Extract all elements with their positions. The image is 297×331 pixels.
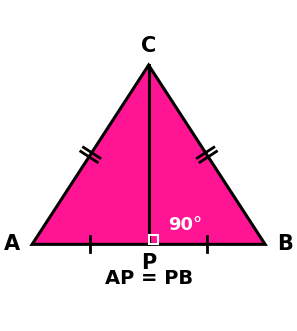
Polygon shape xyxy=(32,65,265,244)
Text: AP = PB: AP = PB xyxy=(105,269,193,288)
Text: P: P xyxy=(141,253,156,273)
Text: C: C xyxy=(141,36,156,56)
Bar xyxy=(148,235,158,244)
Text: 90°: 90° xyxy=(168,215,203,234)
Text: B: B xyxy=(277,234,293,254)
Text: A: A xyxy=(4,234,20,254)
